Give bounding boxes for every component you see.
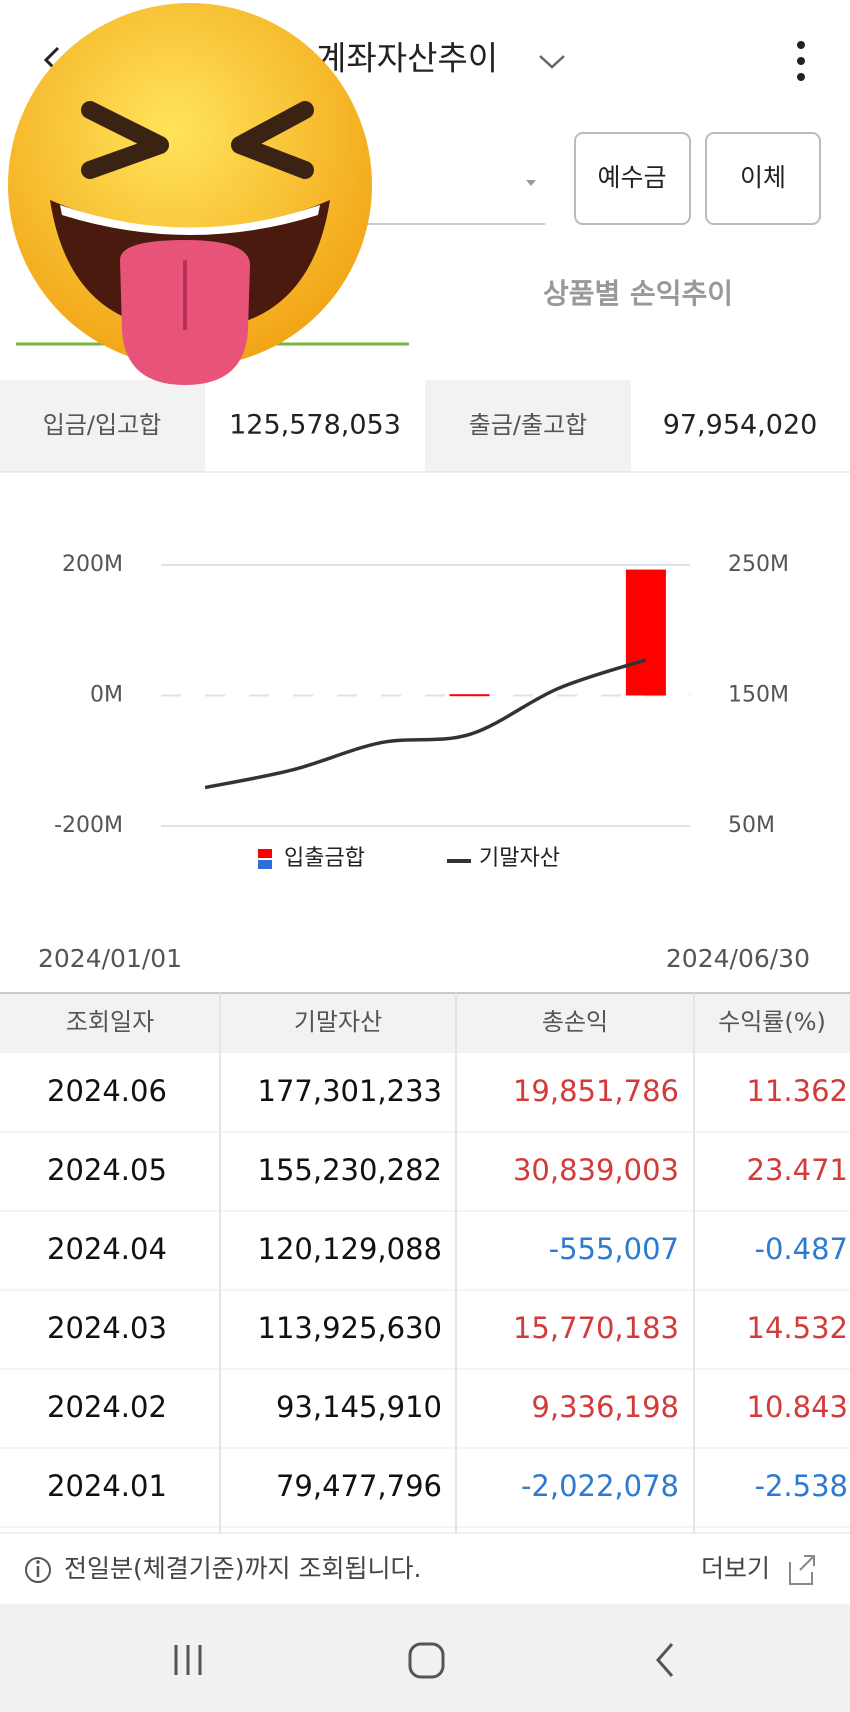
table-cell: 9,336,198 bbox=[531, 1390, 679, 1424]
table-cell: 79,477,796 bbox=[276, 1469, 442, 1503]
start-date: 2024/01/01 bbox=[38, 944, 182, 973]
table-cell: 2024.01 bbox=[47, 1469, 167, 1503]
table-cell: -0.487 bbox=[755, 1232, 849, 1266]
nav-recent[interactable] bbox=[174, 1645, 202, 1675]
column-header: 총손익 bbox=[542, 1008, 608, 1036]
table-cell: 2024.06 bbox=[47, 1074, 167, 1108]
nav-bar bbox=[0, 1604, 850, 1712]
summary-value: 125,578,053 bbox=[229, 410, 401, 441]
table-cell: 30,839,003 bbox=[513, 1153, 679, 1187]
table-cell: 19,851,786 bbox=[513, 1074, 679, 1108]
nav-home[interactable] bbox=[408, 1642, 445, 1679]
table-cell: 113,925,630 bbox=[258, 1311, 443, 1345]
menu-icon[interactable] bbox=[797, 41, 805, 81]
legend-label: 입출금합 bbox=[284, 846, 365, 871]
table-cell: 23.471 bbox=[747, 1153, 848, 1187]
table-cell: 2024.04 bbox=[47, 1232, 167, 1266]
y-tick-label: -200M bbox=[54, 813, 123, 838]
table-cell: 2024.03 bbox=[47, 1311, 167, 1345]
table-cell: 120,129,088 bbox=[258, 1232, 443, 1266]
summary-value: 97,954,020 bbox=[663, 410, 818, 441]
summary-label: 입금/입고합 bbox=[43, 411, 162, 439]
legend-swatch bbox=[258, 849, 272, 858]
deposit-button[interactable] bbox=[574, 132, 691, 225]
tab-label[interactable]: 상품별 손익추이 bbox=[543, 277, 733, 310]
column-header: 수익률(%) bbox=[718, 1008, 826, 1036]
table-cell: 2024.05 bbox=[47, 1153, 167, 1187]
transfer-button[interactable] bbox=[705, 132, 821, 225]
table-cell: 10.843 bbox=[747, 1390, 848, 1424]
column-header: 기말자산 bbox=[294, 1008, 382, 1036]
title-dropdown-icon[interactable] bbox=[539, 55, 565, 69]
account-select-arrow[interactable] bbox=[526, 180, 536, 186]
table-cell: 15,770,183 bbox=[513, 1311, 679, 1345]
table-cell: 14.532 bbox=[747, 1311, 848, 1345]
end-date: 2024/06/30 bbox=[666, 944, 810, 973]
legend-label: 기말자산 bbox=[479, 846, 560, 871]
y2-tick-label: 50M bbox=[728, 813, 775, 838]
nav-back[interactable] bbox=[656, 1643, 674, 1677]
chart: -200M 0M 200M 50M 150M 250M 입출금합 기말자산 bbox=[54, 552, 789, 871]
table: 조회일자 기말자산 총손익 수익률(%) 2024.06 177,301,233 19,85… bbox=[0, 993, 850, 1533]
line bbox=[204, 658, 647, 790]
table-cell: 11.362 bbox=[747, 1074, 848, 1108]
summary-label: 출금/출고합 bbox=[469, 411, 588, 439]
legend-swatch bbox=[258, 860, 272, 869]
deposit-button-label[interactable]: 예수금 bbox=[597, 163, 666, 192]
y2-tick-label: 150M bbox=[728, 683, 789, 708]
table-cell: 93,145,910 bbox=[276, 1390, 442, 1424]
table-header bbox=[0, 993, 850, 1053]
page-title[interactable]: 계좌자산추이 bbox=[316, 39, 498, 78]
y2-tick-label: 250M bbox=[728, 552, 789, 577]
table-cell: -2.538 bbox=[755, 1469, 849, 1503]
info-icon bbox=[25, 1557, 51, 1583]
column-header: 조회일자 bbox=[66, 1008, 154, 1036]
table-cell: 2024.02 bbox=[47, 1390, 167, 1424]
external-icon[interactable] bbox=[789, 1555, 815, 1585]
more-link[interactable]: 더보기 bbox=[701, 1554, 770, 1583]
emoji-sticker bbox=[8, 3, 372, 385]
table-cell: 177,301,233 bbox=[258, 1074, 443, 1108]
info-icon bbox=[36, 1560, 40, 1564]
table-cell: -555,007 bbox=[549, 1232, 679, 1266]
table-cell: -2,022,078 bbox=[521, 1469, 679, 1503]
transfer-button-label[interactable]: 이체 bbox=[740, 163, 786, 192]
summary-cell bbox=[631, 380, 850, 472]
bar bbox=[625, 569, 666, 696]
y-tick-label: 0M bbox=[90, 683, 123, 708]
summary-cell bbox=[205, 380, 425, 472]
notice: 전일분(체결기준)까지 조회됩니다. bbox=[64, 1554, 421, 1583]
y-tick-label: 200M bbox=[62, 552, 123, 577]
bar bbox=[449, 694, 490, 697]
table-cell: 155,230,282 bbox=[258, 1153, 443, 1187]
footer bbox=[0, 1533, 850, 1604]
